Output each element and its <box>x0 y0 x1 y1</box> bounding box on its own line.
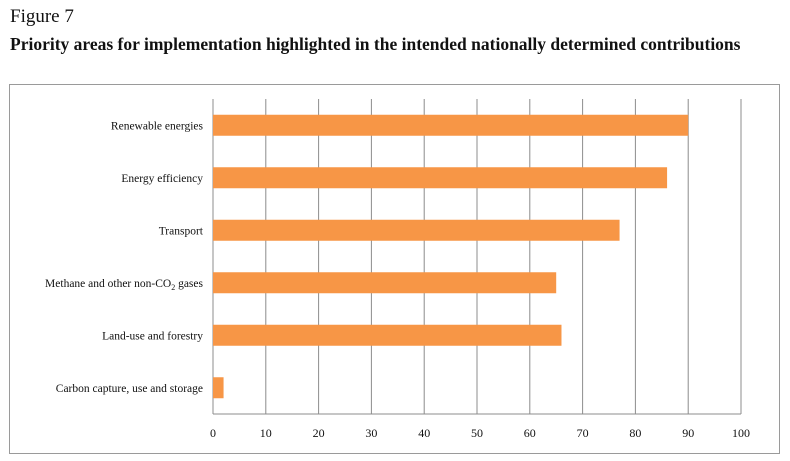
x-tick-label: 50 <box>471 426 483 440</box>
x-tick-label: 60 <box>524 426 536 440</box>
x-tick-label: 0 <box>210 426 216 440</box>
x-tick-label: 30 <box>365 426 377 440</box>
figure-title: Priority areas for implementation highli… <box>10 34 741 54</box>
x-tick-label: 20 <box>313 426 325 440</box>
bar <box>213 114 689 136</box>
category-label: Energy efficiency <box>121 173 203 185</box>
x-tick-label: 70 <box>577 426 589 440</box>
x-tick-label: 10 <box>260 426 272 440</box>
bar <box>213 377 224 399</box>
x-tick-label: 100 <box>732 426 750 440</box>
category-label: Land-use and forestry <box>102 330 203 342</box>
category-label: Transport <box>159 225 204 237</box>
bar <box>213 272 557 294</box>
category-label: Carbon capture, use and storage <box>56 383 203 395</box>
x-tick-label: 90 <box>682 426 694 440</box>
bar <box>213 167 668 189</box>
x-tick-label: 40 <box>418 426 430 440</box>
category-label: Renewable energies <box>111 120 204 132</box>
chart-frame <box>9 84 780 454</box>
category-label: Methane and other non-CO2 gases <box>45 278 203 292</box>
bar <box>213 219 620 241</box>
figure-label: Figure 7 <box>10 6 74 27</box>
x-tick-label: 80 <box>629 426 641 440</box>
bar <box>213 324 562 346</box>
